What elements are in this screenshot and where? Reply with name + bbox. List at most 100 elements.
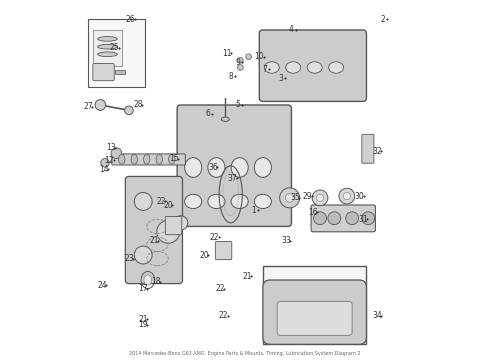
Text: 20: 20 — [163, 201, 173, 210]
Ellipse shape — [185, 194, 202, 208]
Ellipse shape — [185, 158, 202, 177]
Ellipse shape — [208, 158, 225, 177]
Ellipse shape — [169, 154, 175, 164]
Text: 37: 37 — [228, 174, 237, 183]
Text: 36: 36 — [208, 163, 218, 172]
Circle shape — [312, 190, 328, 206]
Text: 22: 22 — [156, 197, 166, 206]
Text: 2: 2 — [380, 15, 385, 24]
Text: 14: 14 — [99, 165, 109, 174]
Ellipse shape — [329, 62, 343, 73]
Text: 1: 1 — [251, 206, 256, 215]
Bar — [263, 266, 367, 344]
Circle shape — [343, 193, 350, 200]
Ellipse shape — [119, 154, 125, 164]
Ellipse shape — [286, 62, 301, 73]
Text: 10: 10 — [254, 52, 264, 61]
Ellipse shape — [254, 194, 271, 208]
Ellipse shape — [231, 158, 248, 177]
Ellipse shape — [131, 154, 138, 164]
Text: 15: 15 — [169, 154, 178, 163]
FancyBboxPatch shape — [362, 134, 374, 163]
Text: 17: 17 — [138, 284, 148, 293]
Circle shape — [124, 106, 133, 114]
Text: 13: 13 — [106, 143, 116, 152]
FancyBboxPatch shape — [259, 30, 367, 102]
Ellipse shape — [144, 275, 152, 285]
Circle shape — [317, 194, 323, 202]
Text: 5: 5 — [235, 100, 240, 109]
Circle shape — [245, 54, 251, 60]
Text: 26: 26 — [126, 15, 136, 24]
Circle shape — [238, 64, 243, 70]
Text: 21: 21 — [149, 236, 159, 245]
Text: 33: 33 — [281, 236, 291, 245]
Text: 22: 22 — [210, 233, 220, 242]
Text: 20: 20 — [199, 251, 209, 260]
FancyBboxPatch shape — [93, 64, 114, 81]
Text: 22: 22 — [219, 311, 228, 320]
Text: 34: 34 — [372, 311, 382, 320]
Ellipse shape — [307, 62, 322, 73]
Text: 8: 8 — [228, 72, 233, 81]
Text: 11: 11 — [222, 49, 232, 58]
Circle shape — [134, 193, 152, 210]
Text: 3: 3 — [278, 74, 283, 83]
FancyBboxPatch shape — [311, 205, 375, 232]
Text: 21: 21 — [242, 272, 251, 281]
Text: 6: 6 — [205, 109, 210, 118]
Text: 7: 7 — [262, 65, 267, 74]
Ellipse shape — [231, 194, 248, 208]
Ellipse shape — [98, 44, 117, 49]
Circle shape — [280, 188, 300, 208]
FancyBboxPatch shape — [277, 301, 352, 336]
Bar — [88, 19, 145, 87]
Ellipse shape — [254, 158, 271, 177]
Circle shape — [95, 100, 106, 111]
Text: 19: 19 — [138, 320, 148, 329]
Text: 32: 32 — [372, 147, 382, 156]
Text: 29: 29 — [303, 192, 312, 201]
Ellipse shape — [144, 154, 150, 164]
Ellipse shape — [156, 154, 163, 164]
Text: 2014 Mercedes-Benz G63 AMG  Engine Parts & Mounts, Timing, Lubrication System Di: 2014 Mercedes-Benz G63 AMG Engine Parts … — [129, 351, 361, 356]
Circle shape — [134, 246, 152, 264]
Text: 21: 21 — [139, 315, 148, 324]
Circle shape — [285, 194, 294, 202]
FancyBboxPatch shape — [125, 176, 182, 284]
Text: 25: 25 — [110, 43, 120, 52]
Bar — [93, 30, 122, 66]
Circle shape — [362, 212, 375, 225]
Ellipse shape — [221, 117, 229, 121]
Circle shape — [339, 188, 355, 204]
Ellipse shape — [264, 62, 279, 73]
Circle shape — [157, 220, 180, 243]
FancyBboxPatch shape — [165, 216, 182, 235]
FancyBboxPatch shape — [177, 105, 292, 226]
Ellipse shape — [208, 194, 225, 208]
Circle shape — [238, 58, 243, 63]
Text: 4: 4 — [289, 26, 294, 35]
Text: 30: 30 — [354, 192, 364, 201]
Circle shape — [328, 212, 341, 225]
Circle shape — [173, 216, 188, 230]
Ellipse shape — [98, 37, 117, 41]
Text: 9: 9 — [235, 58, 240, 67]
Circle shape — [314, 212, 326, 225]
Text: 23: 23 — [124, 254, 134, 263]
Circle shape — [346, 212, 359, 225]
Text: 27: 27 — [83, 102, 93, 111]
Circle shape — [111, 148, 122, 158]
Text: 28: 28 — [133, 100, 143, 109]
Bar — [115, 70, 125, 73]
FancyBboxPatch shape — [263, 280, 367, 344]
Text: 16: 16 — [308, 208, 318, 217]
Text: 12: 12 — [104, 156, 114, 165]
Text: 24: 24 — [98, 281, 107, 290]
Circle shape — [100, 158, 109, 167]
Text: 35: 35 — [290, 193, 300, 202]
Text: 18: 18 — [151, 277, 160, 286]
Text: 31: 31 — [358, 215, 368, 224]
Ellipse shape — [98, 52, 117, 57]
FancyBboxPatch shape — [112, 154, 185, 165]
